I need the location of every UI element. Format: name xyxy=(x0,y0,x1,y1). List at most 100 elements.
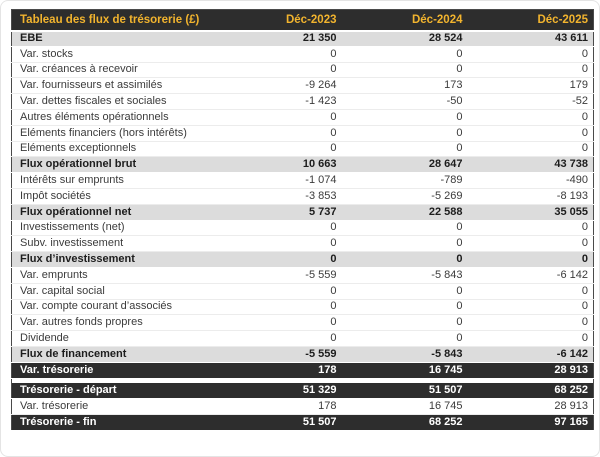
row-value-dec-2023: -1 074 xyxy=(216,172,342,189)
row-value-dec-2025: 97 165 xyxy=(467,414,594,431)
row-value-dec-2025: -52 xyxy=(467,93,594,110)
table-row: Flux d’investissement 0 0 0 xyxy=(11,251,594,268)
table-row: Trésorerie - fin 51 507 68 252 97 165 xyxy=(11,414,594,431)
table-row: Autres éléments opérationnels 0 0 0 xyxy=(11,109,594,126)
row-value-dec-2024: 0 xyxy=(341,220,468,237)
row-value-dec-2023: 178 xyxy=(216,362,342,379)
row-value-dec-2025: 0 xyxy=(467,251,594,268)
row-label: Var. dettes fiscales et sociales xyxy=(11,93,217,110)
row-value-dec-2025: 0 xyxy=(467,299,594,316)
row-label: Var. compte courant d’associés xyxy=(11,299,217,316)
table-row: Dividende 0 0 0 xyxy=(11,330,594,347)
row-label: Intérêts sur emprunts xyxy=(11,172,217,189)
row-value-dec-2025: 68 252 xyxy=(467,383,594,400)
row-value-dec-2023: 0 xyxy=(216,299,342,316)
row-value-dec-2025: -490 xyxy=(467,172,594,189)
row-value-dec-2025: 28 913 xyxy=(467,362,594,379)
row-value-dec-2023: 0 xyxy=(216,109,342,126)
table-row: Intérêts sur emprunts -1 074 -789 -490 xyxy=(11,172,594,189)
row-value-dec-2024: 0 xyxy=(341,235,468,253)
row-label: Eléments exceptionnels xyxy=(11,141,217,158)
row-value-dec-2023: 51 329 xyxy=(216,383,342,400)
row-value-dec-2023: 10 663 xyxy=(216,156,342,174)
row-label: Autres éléments opérationnels xyxy=(11,109,217,126)
row-value-dec-2024: -50 xyxy=(341,93,468,110)
row-value-dec-2023: 51 507 xyxy=(216,414,342,431)
table-row: Flux de financement -5 559 -5 843 -6 142 xyxy=(11,345,594,363)
table-row: EBE 21 350 28 524 43 611 xyxy=(11,30,594,47)
row-label: Eléments financiers (hors intérêts) xyxy=(11,125,217,142)
row-value-dec-2025: 0 xyxy=(467,235,594,253)
table-row: Impôt sociétés -3 853 -5 269 -8 193 xyxy=(11,188,594,205)
row-value-dec-2025: 0 xyxy=(467,220,594,237)
row-value-dec-2023: 0 xyxy=(216,125,342,142)
row-value-dec-2023: 0 xyxy=(216,330,342,347)
table-row: Subv. investissement 0 0 0 xyxy=(11,235,594,253)
row-value-dec-2024: 16 745 xyxy=(341,362,468,379)
table-row: Var. compte courant d’associés 0 0 0 xyxy=(11,299,594,316)
row-value-dec-2023: 0 xyxy=(216,283,342,300)
table-row: Var. autres fonds propres 0 0 0 xyxy=(11,314,594,332)
table-row: Investissements (net) 0 0 0 xyxy=(11,220,594,237)
row-value-dec-2023: -3 853 xyxy=(216,188,342,205)
row-value-dec-2024: 0 xyxy=(341,62,468,79)
section-spacer-row xyxy=(11,378,594,384)
row-value-dec-2024: -5 843 xyxy=(341,267,468,284)
row-value-dec-2024: 16 745 xyxy=(341,398,468,416)
row-value-dec-2024: -5 843 xyxy=(341,345,468,363)
row-label: Var. trésorerie xyxy=(11,362,217,379)
row-label: Flux de financement xyxy=(11,345,217,363)
row-value-dec-2024: 173 xyxy=(341,77,468,95)
row-label: Investissements (net) xyxy=(11,220,217,237)
row-label: Var. fournisseurs et assimilés xyxy=(11,77,217,95)
row-label: Dividende xyxy=(11,330,217,347)
table-row: Var. emprunts -5 559 -5 843 -6 142 xyxy=(11,267,594,284)
row-label: Var. emprunts xyxy=(11,267,217,284)
row-value-dec-2024: 0 xyxy=(341,109,468,126)
row-value-dec-2024: 0 xyxy=(341,141,468,158)
table-row: Var. créances à recevoir 0 0 0 xyxy=(11,62,594,79)
table-row: Flux opérationnel brut 10 663 28 647 43 … xyxy=(11,156,594,174)
row-label: Flux opérationnel net xyxy=(11,203,217,221)
row-value-dec-2024: 51 507 xyxy=(341,383,468,400)
row-value-dec-2024: 0 xyxy=(341,251,468,268)
row-value-dec-2024: 22 588 xyxy=(341,203,468,221)
row-value-dec-2025: 0 xyxy=(467,283,594,300)
row-value-dec-2025: 43 738 xyxy=(467,156,594,174)
row-value-dec-2025: -8 193 xyxy=(467,188,594,205)
cashflow-table: Tableau des flux de trésorerie (£) Déc-2… xyxy=(11,9,594,431)
row-value-dec-2024: -789 xyxy=(341,172,468,189)
row-label: Flux d’investissement xyxy=(11,251,217,268)
row-value-dec-2023: -1 423 xyxy=(216,93,342,110)
column-header-dec-2023: Déc-2023 xyxy=(216,9,342,32)
header-row: Tableau des flux de trésorerie (£) Déc-2… xyxy=(11,9,594,32)
row-value-dec-2023: 0 xyxy=(216,62,342,79)
row-label: Var. capital social xyxy=(11,283,217,300)
row-value-dec-2023: 0 xyxy=(216,251,342,268)
row-value-dec-2024: 0 xyxy=(341,314,468,332)
row-value-dec-2023: 21 350 xyxy=(216,30,342,47)
row-label: Impôt sociétés xyxy=(11,188,217,205)
row-value-dec-2023: 178 xyxy=(216,398,342,416)
table-row: Eléments financiers (hors intérêts) 0 0 … xyxy=(11,125,594,142)
row-value-dec-2024: 0 xyxy=(341,283,468,300)
row-value-dec-2025: 0 xyxy=(467,330,594,347)
table-row: Var. trésorerie 178 16 745 28 913 xyxy=(11,398,594,416)
row-value-dec-2024: 0 xyxy=(341,330,468,347)
row-label: Trésorerie - départ xyxy=(11,383,217,400)
row-value-dec-2023: 0 xyxy=(216,314,342,332)
row-value-dec-2024: 0 xyxy=(341,299,468,316)
row-value-dec-2025: 43 611 xyxy=(467,30,594,47)
row-value-dec-2024: -5 269 xyxy=(341,188,468,205)
row-value-dec-2024: 68 252 xyxy=(341,414,468,431)
row-value-dec-2025: 0 xyxy=(467,109,594,126)
table-row: Var. fournisseurs et assimilés -9 264 17… xyxy=(11,77,594,95)
row-label: Trésorerie - fin xyxy=(11,414,217,431)
table-row: Var. capital social 0 0 0 xyxy=(11,283,594,300)
row-value-dec-2023: 0 xyxy=(216,141,342,158)
row-value-dec-2025: 0 xyxy=(467,125,594,142)
table-row: Var. trésorerie 178 16 745 28 913 xyxy=(11,362,594,379)
row-label: EBE xyxy=(11,30,217,47)
table-title: Tableau des flux de trésorerie (£) xyxy=(11,9,217,32)
row-label: Subv. investissement xyxy=(11,235,217,253)
